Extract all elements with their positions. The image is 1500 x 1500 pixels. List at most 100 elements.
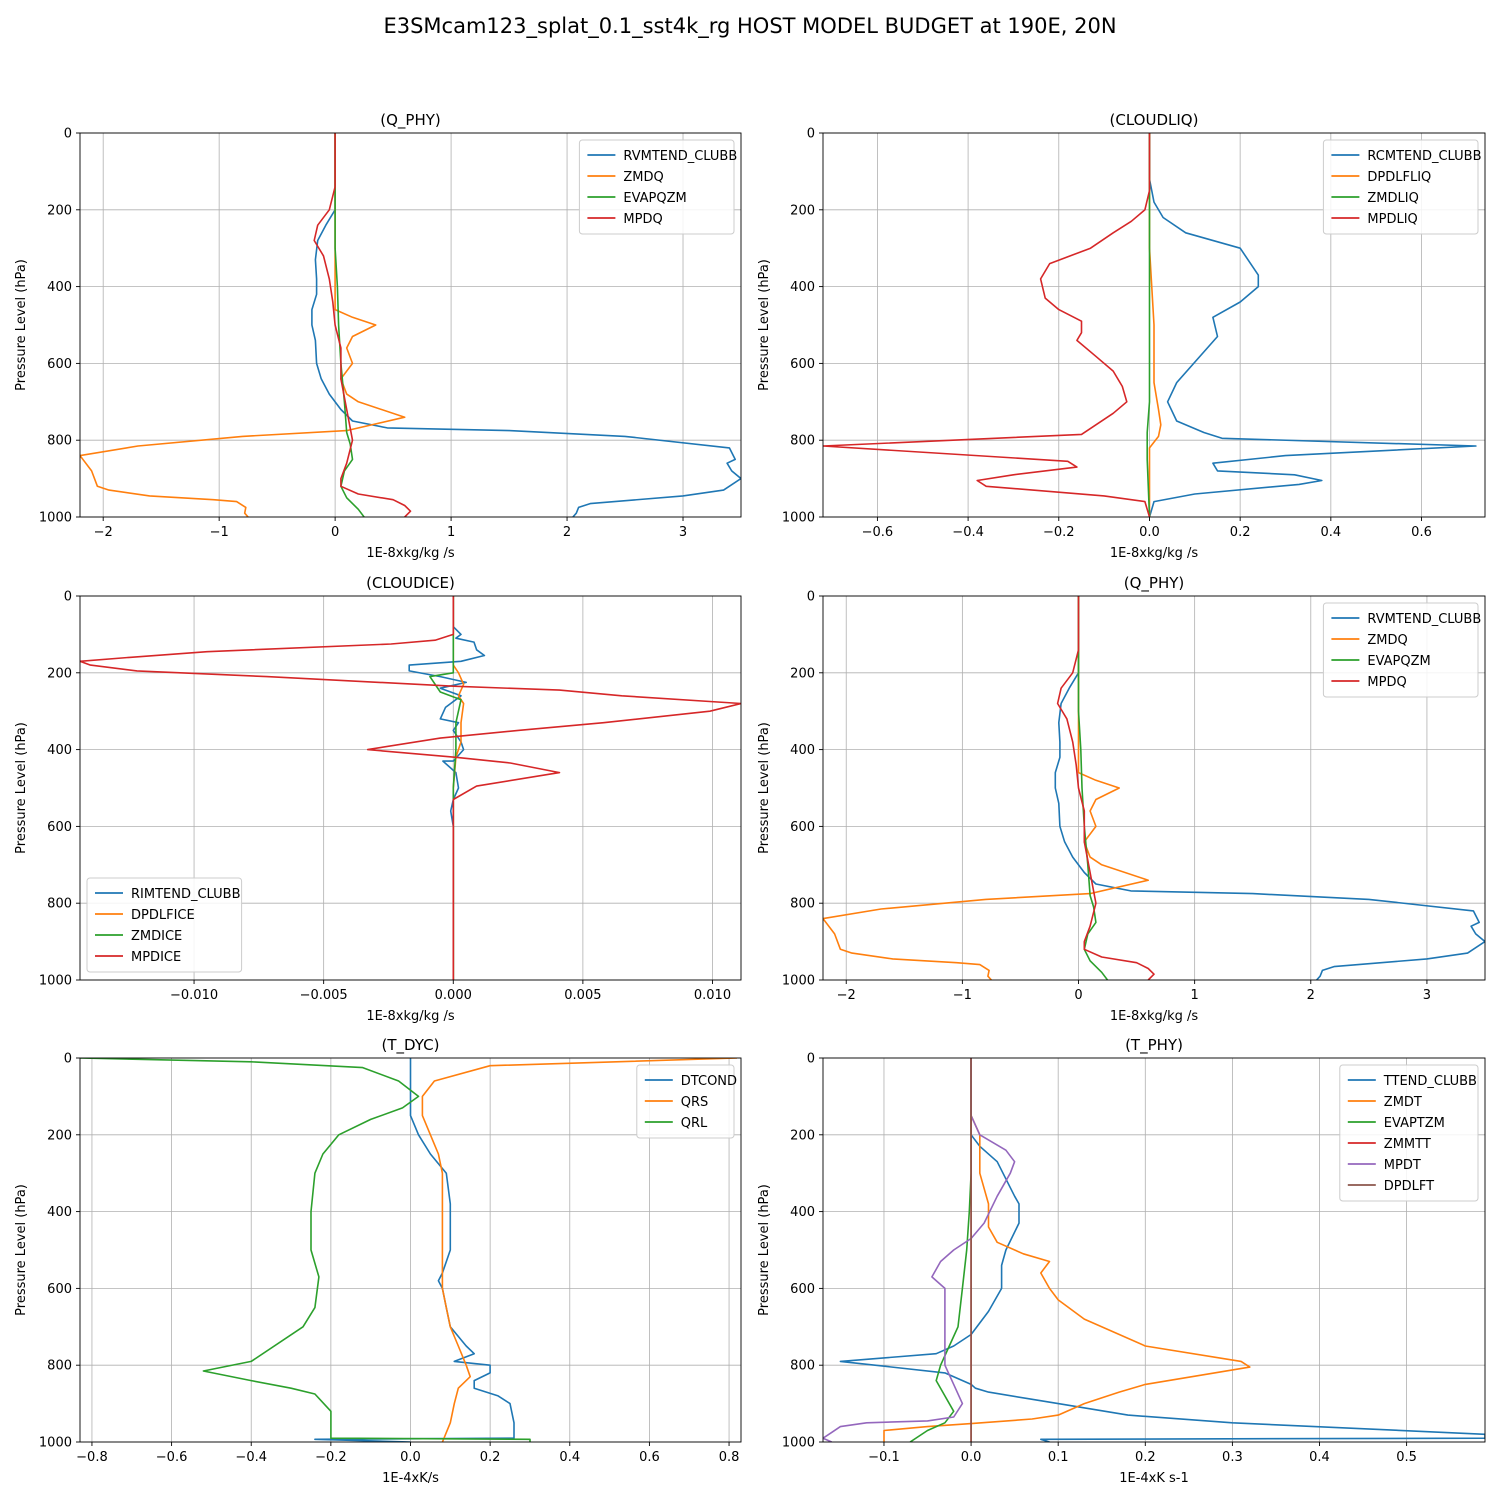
x-tick-label: 0.005 [564, 988, 601, 1003]
legend-label: MPDLIQ [1367, 212, 1417, 227]
series-line-evapqzm [1077, 596, 1109, 980]
x-tick-label: 1 [447, 525, 455, 540]
x-tick-label: 0.1 [1048, 1450, 1069, 1465]
series-line-mpdice [80, 596, 741, 980]
series-line-dpdlfliq [1148, 133, 1162, 517]
x-tick-label: 0.0 [961, 1450, 982, 1465]
x-axis-label: 1E-8xkg/kg /s [366, 1009, 455, 1024]
y-tick-label: 800 [47, 1359, 72, 1374]
x-tick-label: 0.0 [1139, 525, 1160, 540]
legend-label: EVAPQZM [623, 191, 686, 206]
series-line-mpdq [313, 133, 412, 517]
x-tick-label: 0.4 [559, 1450, 580, 1465]
subplot-title: (CLOUDLIQ) [1110, 111, 1199, 129]
y-tick-label: 0 [807, 1052, 815, 1067]
x-tick-label: 2 [563, 525, 571, 540]
x-tick-label: −2 [94, 525, 113, 540]
y-tick-label: 400 [790, 743, 815, 758]
x-axis-label: 1E-4xK/s [382, 1471, 439, 1486]
legend-label: DPDLFLIQ [1367, 170, 1431, 185]
x-tick-label: −0.2 [315, 1450, 347, 1465]
y-tick-label: 0 [64, 590, 72, 605]
x-tick-label: −0.6 [862, 525, 894, 540]
x-tick-label: −0.1 [868, 1450, 900, 1465]
legend-label: QRL [681, 1116, 708, 1131]
subplot-1: −2 −1 0 1 2 3 0 200 400 600 800 1000 (Q_PHY) 1E-8xkg/… [14, 111, 742, 561]
x-tick-label: −0.4 [952, 525, 984, 540]
y-tick-label: 800 [790, 1359, 815, 1374]
x-tick-label: −0.6 [156, 1450, 188, 1465]
y-tick-label: 200 [790, 666, 815, 681]
x-axis-label: 1E-8xkg/kg /s [1110, 546, 1199, 561]
x-tick-label: 0.000 [435, 988, 472, 1003]
y-tick-label: 600 [47, 820, 72, 835]
legend-label: DTCOND [681, 1074, 737, 1089]
legend-box [1322, 602, 1479, 698]
subplot-title: (T_DYC) [382, 1036, 440, 1055]
series-line-qrs [421, 1058, 738, 1442]
y-tick-label: 0 [64, 127, 72, 142]
y-tick-label: 400 [790, 280, 815, 295]
legend-box [86, 877, 243, 973]
legend: RIMTEND_CLUBB DPDLFICE ZMDICE MPDICE [86, 877, 243, 973]
x-tick-label: 0.4 [1320, 525, 1341, 540]
x-tick-label: −2 [837, 988, 856, 1003]
x-tick-label: 0.2 [1230, 525, 1251, 540]
legend-label: ZMDICE [131, 929, 182, 944]
legend-label: TTEND_CLUBB [1383, 1074, 1477, 1089]
legend-label: RCMTEND_CLUBB [1367, 149, 1481, 164]
y-axis-label: Pressure Level (hPa) [757, 722, 772, 854]
axes-frame [79, 132, 742, 518]
series-line-zmdq [80, 133, 406, 517]
y-axis-label: Pressure Level (hPa) [14, 722, 29, 854]
legend-label: MPDQ [623, 212, 662, 227]
legend: TTEND_CLUBB ZMDT EVAPTZM ZMMTT MPDT DPDLFT [1339, 1064, 1479, 1202]
x-axis-label: 1E-8xkg/kg /s [1110, 1009, 1199, 1024]
x-axis-label: 1E-4xK s-1 [1119, 1471, 1189, 1486]
series-line-rimtend-clubb [408, 596, 486, 980]
y-tick-label: 200 [47, 1128, 72, 1143]
legend-label: ZMDLIQ [1367, 191, 1418, 206]
y-axis-label: Pressure Level (hPa) [757, 259, 772, 391]
x-tick-label: 0.010 [694, 988, 731, 1003]
x-tick-label: 3 [1423, 988, 1431, 1003]
legend: DTCOND QRS QRL [636, 1064, 737, 1139]
subplot-title: (Q_PHY) [1124, 574, 1185, 593]
series-line-mpdt [823, 1058, 1016, 1442]
legend-label: RVMTEND_CLUBB [1367, 612, 1481, 627]
series-line-qrl [80, 1058, 531, 1442]
x-tick-label: −0.8 [76, 1450, 108, 1465]
x-tick-label: 0.0 [400, 1450, 421, 1465]
legend: RVMTEND_CLUBB ZMDQ EVAPQZM MPDQ [1322, 602, 1481, 698]
y-tick-label: 600 [790, 820, 815, 835]
x-tick-label: 0.8 [719, 1450, 740, 1465]
y-tick-label: 0 [807, 590, 815, 605]
legend: RCMTEND_CLUBB DPDLFLIQ ZMDLIQ MPDLIQ [1322, 139, 1481, 235]
x-tick-label: −0.010 [170, 988, 218, 1003]
y-tick-label: 200 [790, 203, 815, 218]
subplot-4: −2 −1 0 1 2 3 0 200 400 600 800 1000 (Q_PHY) 1E-8xkg/… [757, 574, 1486, 1024]
x-tick-label: 2 [1307, 988, 1315, 1003]
legend-label: DPDLFICE [131, 908, 195, 923]
y-tick-label: 800 [47, 897, 72, 912]
x-tick-label: 3 [679, 525, 687, 540]
series-line-mpdq [1056, 596, 1155, 980]
series-line-rcmtend-clubb [1148, 133, 1477, 517]
y-axis-label: Pressure Level (hPa) [14, 259, 29, 391]
legend-label: MPDQ [1367, 675, 1406, 690]
y-tick-label: 800 [790, 434, 815, 449]
subplot-title: (Q_PHY) [380, 111, 441, 130]
y-tick-label: 400 [47, 280, 72, 295]
legend-label: ZMDQ [1367, 633, 1407, 648]
x-tick-label: −0.2 [1043, 525, 1075, 540]
y-tick-label: 200 [790, 1128, 815, 1143]
legend-label: RVMTEND_CLUBB [623, 149, 737, 164]
figure-title: E3SMcam123_splat_0.1_sst4k_rg HOST MODEL… [383, 14, 1117, 38]
x-tick-label: 0.2 [480, 1450, 501, 1465]
y-tick-label: 600 [790, 1282, 815, 1297]
y-tick-label: 1000 [782, 511, 815, 526]
legend-box [578, 139, 735, 235]
axes-frame [822, 595, 1486, 981]
x-tick-label: −0.005 [300, 988, 348, 1003]
